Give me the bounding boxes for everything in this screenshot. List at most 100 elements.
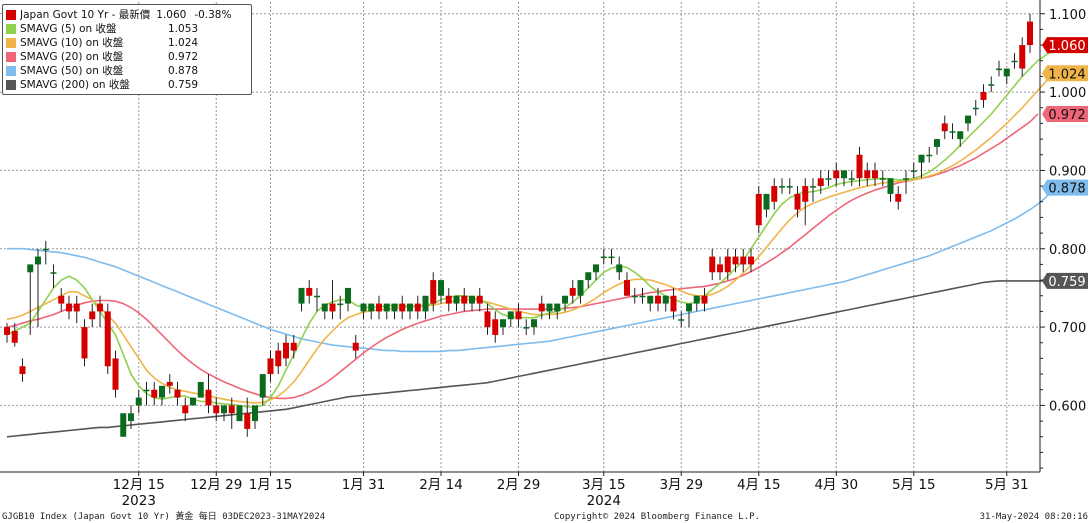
candle-body xyxy=(631,295,638,298)
candle-body xyxy=(252,405,258,422)
legend-swatch xyxy=(6,52,16,62)
legend-value: 0.878 xyxy=(168,65,199,77)
candle xyxy=(166,374,173,394)
candle xyxy=(825,170,832,187)
x-tick-label: 2月 14 xyxy=(419,477,463,493)
candle-body xyxy=(546,303,553,312)
badge-shape xyxy=(1042,37,1088,54)
candle xyxy=(872,162,878,187)
candle xyxy=(267,350,274,382)
candle-body xyxy=(771,186,778,202)
candle xyxy=(205,374,212,414)
x-tick-label: 1月 15 xyxy=(249,477,293,493)
candle-body xyxy=(709,256,716,273)
candle xyxy=(484,303,491,335)
candle-body xyxy=(918,154,925,163)
x-year-label: 2023 xyxy=(122,493,156,509)
candle xyxy=(724,248,731,281)
candle-body xyxy=(422,295,429,312)
candle xyxy=(957,131,964,147)
candle xyxy=(182,397,189,422)
candle-body xyxy=(205,389,212,406)
candle-body xyxy=(1019,45,1026,69)
candle-body xyxy=(748,256,754,265)
candle xyxy=(376,295,382,320)
candle-body xyxy=(887,178,894,194)
ma10-line xyxy=(6,72,1054,404)
series-ma200 xyxy=(6,280,1054,438)
candle xyxy=(368,303,375,320)
x-tick-label: 5月 31 xyxy=(985,477,1029,493)
candle-body xyxy=(151,389,158,398)
candle xyxy=(445,287,452,312)
candle-body xyxy=(600,256,607,259)
footer-left: GJGB10 Index (Japan Govt 10 Yr) 黃金 每日 03… xyxy=(2,510,325,522)
candle-body xyxy=(864,170,871,179)
candle xyxy=(461,287,468,312)
x-tick-label: 12月 15 xyxy=(113,477,165,493)
ma5-line xyxy=(6,49,1054,408)
candle-body xyxy=(732,256,739,265)
candle-body xyxy=(794,193,801,210)
candle-body xyxy=(58,295,65,304)
candle xyxy=(763,193,770,218)
last-value-badge: 0.759 xyxy=(1042,272,1088,290)
candle xyxy=(910,162,917,179)
legend-value: 1.060 xyxy=(156,9,187,21)
candle xyxy=(833,162,840,187)
candle xyxy=(89,303,96,328)
candle xyxy=(965,115,971,132)
candle xyxy=(786,178,793,194)
candle-body xyxy=(11,331,18,343)
candle-body xyxy=(934,139,940,147)
candle xyxy=(895,186,902,210)
candle xyxy=(135,389,142,414)
candle xyxy=(492,311,499,343)
candle xyxy=(252,405,258,429)
candle-body xyxy=(910,170,917,172)
candle xyxy=(151,381,158,406)
legend-change: -0.38% xyxy=(194,9,232,21)
candle xyxy=(27,264,34,335)
candle xyxy=(879,170,886,187)
candle-body xyxy=(585,272,592,281)
candle xyxy=(399,295,406,320)
x-tick-label: 4月 30 xyxy=(814,477,858,493)
legend-item-ma10: SMAVG (10) on 收盤 1.024 xyxy=(3,36,251,50)
legend: Japan Govt 10 Yr - 最新價 1.060 -0.38% SMAV… xyxy=(2,4,252,95)
candle-body xyxy=(492,319,499,335)
candle-body xyxy=(469,295,475,304)
candle xyxy=(841,170,847,187)
candle-body xyxy=(414,303,421,312)
candle-body xyxy=(686,303,692,312)
candle-body xyxy=(616,264,623,273)
candle xyxy=(507,311,514,328)
candle xyxy=(523,319,530,335)
candle xyxy=(980,84,987,108)
candle-body xyxy=(972,107,979,110)
candle xyxy=(283,334,289,367)
candle xyxy=(391,303,398,320)
x-tick-label: 3月 29 xyxy=(659,477,703,493)
candle-body xyxy=(476,295,483,304)
candle-body xyxy=(345,287,351,304)
last-value-badge: 1.024 xyxy=(1042,65,1088,82)
badge-shape xyxy=(1042,65,1088,82)
x-year-label: 2024 xyxy=(587,493,621,509)
y-tick-label: 0.800 xyxy=(1049,243,1086,258)
candle xyxy=(608,248,615,265)
candle xyxy=(58,287,65,312)
legend-value: 0.759 xyxy=(168,79,199,91)
ma200-line xyxy=(6,280,1054,438)
candle xyxy=(50,264,57,288)
candle-body xyxy=(143,389,150,392)
candle xyxy=(438,280,444,304)
y-tick-label: 1.100 xyxy=(1049,8,1086,23)
candle-body xyxy=(182,405,189,414)
candle xyxy=(453,295,460,312)
legend-label: SMAVG (200) on 收盤 xyxy=(20,79,130,91)
candle-body xyxy=(980,92,987,100)
badge-shape xyxy=(1042,106,1088,123)
candle-body xyxy=(4,327,10,335)
candle xyxy=(329,280,336,320)
